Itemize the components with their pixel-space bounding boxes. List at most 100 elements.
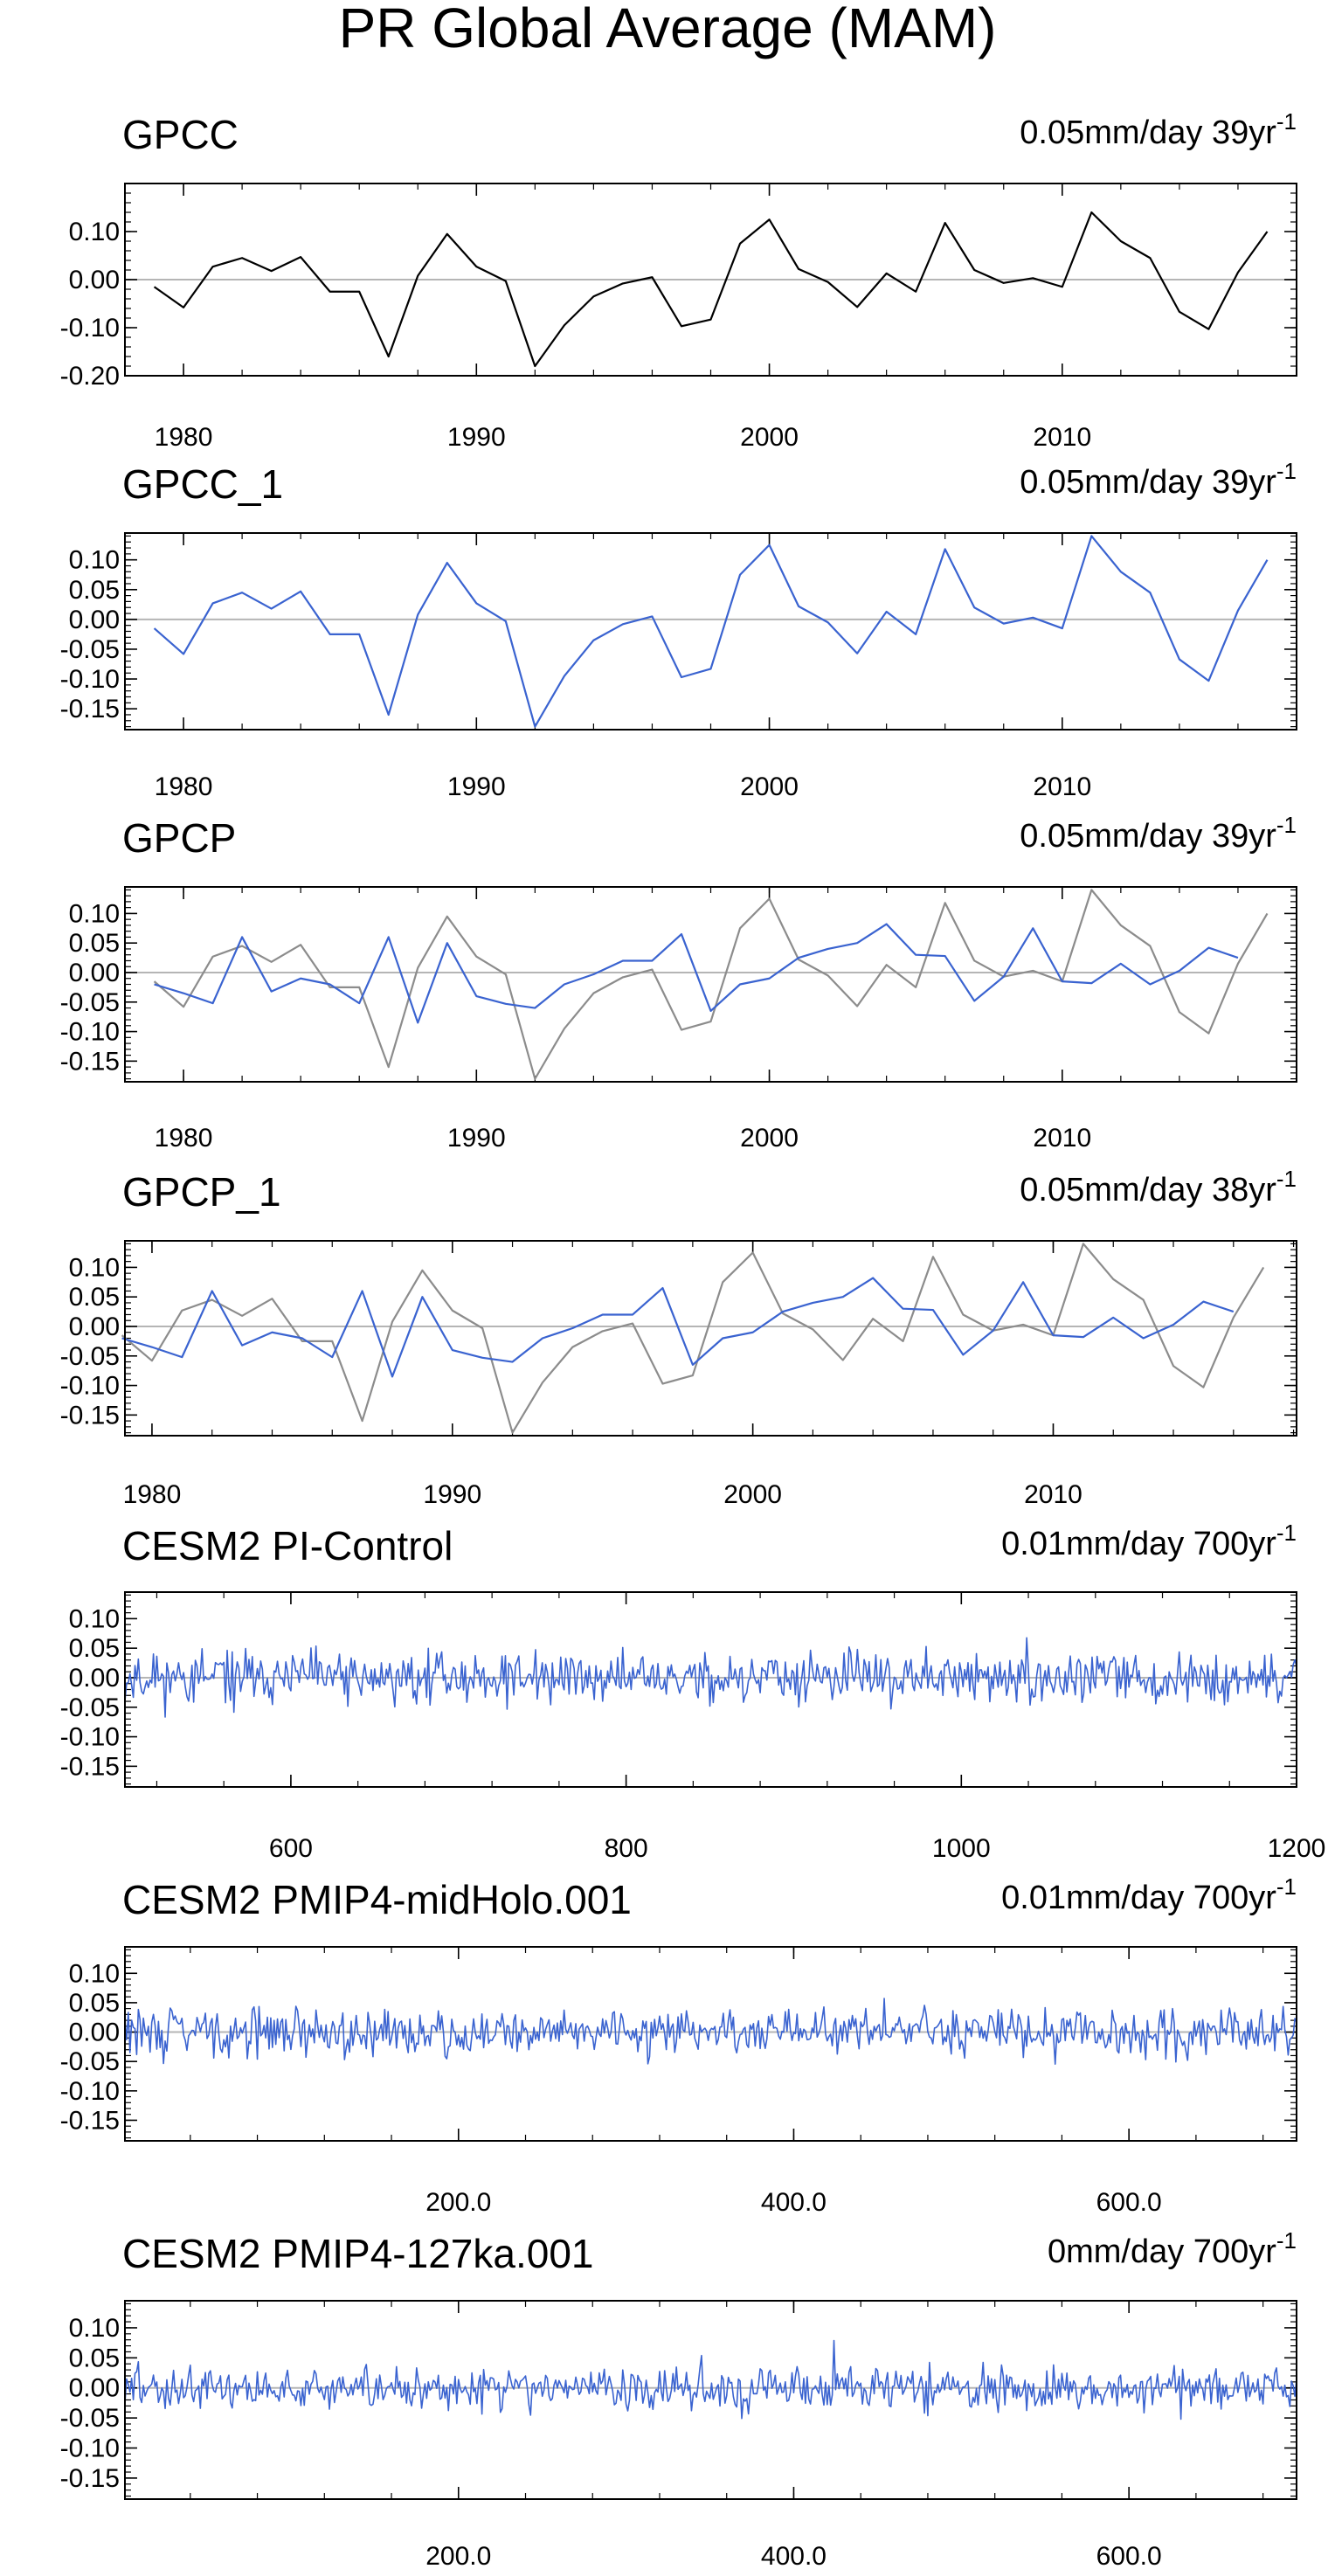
x-tick-label: 2010: [1033, 423, 1091, 452]
chart-panel: GPCP_1 0.05mm/day 38yr-1-0.15-0.10-0.050.…: [60, 1166, 1297, 1509]
plot-frame: [124, 1240, 1297, 1437]
y-tick-label: 0.00: [69, 2374, 120, 2403]
y-tick-label: 0.00: [69, 2019, 120, 2047]
y-tick-label: -0.05: [60, 635, 120, 664]
chart-panel: CESM2 PMIP4-midHolo.001 0.01mm/day 700yr-…: [60, 1873, 1297, 2217]
trend-label: 0.05mm/day 39yr-1: [1020, 108, 1297, 151]
y-tick-label: -0.15: [60, 695, 120, 724]
y-tick-label: 0.10: [69, 1604, 120, 1633]
x-tick-label: 1990: [447, 423, 506, 452]
chart-panel: CESM2 PMIP4-127ka.001 0mm/day 700yr-1 -0.1…: [60, 2227, 1297, 2571]
x-tick-label: 1980: [155, 1124, 213, 1153]
y-tick-label: -0.15: [60, 1752, 120, 1781]
plot-frame: [124, 183, 1297, 377]
series-line-model: [124, 1637, 1297, 1718]
x-tick-label: 2000: [740, 772, 799, 801]
y-tick-label: 0.00: [69, 1312, 120, 1341]
y-tick-label: -0.10: [60, 2077, 120, 2106]
panel-title: GPCC: [122, 112, 239, 157]
x-tick-label: 2010: [1033, 772, 1091, 801]
figure-title: PR Global Average (MAM): [339, 0, 997, 59]
trend-label: 0.05mm/day 38yr-1: [1020, 1166, 1297, 1208]
x-tick-label: 200.0: [425, 2542, 491, 2571]
y-tick-label: 0.10: [69, 1959, 120, 1988]
y-tick-label: 0.05: [69, 1634, 120, 1663]
x-tick-label: 1000: [932, 1834, 991, 1863]
y-tick-label: 0.05: [69, 2344, 120, 2372]
chart-panel: GPCC 0.05mm/day 39yr-1 -0.20 -0.10 0.00 0.10 1…: [60, 108, 1297, 452]
y-tick-label: -0.20: [60, 362, 120, 391]
y-tick-label: 0.10: [69, 2314, 120, 2343]
series-line-model: [124, 1998, 1297, 2065]
y-tick-label: 0.05: [69, 1989, 120, 2018]
y-tick-label: -0.10: [60, 1018, 120, 1047]
y-tick-label: 0.05: [69, 576, 120, 605]
y-tick-label: -0.10: [60, 2434, 120, 2463]
trend-label: 0.01mm/day 700yr-1: [1001, 1873, 1297, 1916]
panels: GPCC 0.05mm/day 39yr-1 -0.20 -0.10 0.00 0.10 1…: [60, 108, 1326, 2571]
trend-label: 0.01mm/day 700yr-1: [1001, 1520, 1297, 1562]
y-tick-label: 0.10: [69, 546, 120, 575]
trend-label: 0.05mm/day 39yr-1: [1020, 458, 1297, 501]
series-line-reference: [153, 889, 1269, 1080]
chart-panel: CESM2 PI-Control 0.01mm/day 700yr-1-0.15-…: [60, 1520, 1326, 1863]
panel-title: GPCP: [122, 815, 236, 861]
y-tick-label: 0.10: [69, 899, 120, 928]
panel-title: GPCP_1: [122, 1169, 281, 1215]
y-tick-label: -0.05: [60, 988, 120, 1017]
plot-frame: [124, 1946, 1297, 2142]
x-tick-label: 400.0: [761, 2188, 827, 2217]
y-tick-label: -0.10: [60, 1372, 120, 1401]
y-tick-label: 0.00: [69, 959, 120, 987]
x-tick-label: 200.0: [425, 2188, 491, 2217]
series-line-model: [153, 535, 1269, 728]
chart-panel: GPCP 0.05mm/day 39yr-1 -0.15-0.10-0.050.00…: [60, 812, 1297, 1153]
x-tick-label: 1990: [423, 1480, 481, 1509]
y-tick-label: 0.00: [69, 1664, 120, 1693]
y-tick-label: -0.10: [60, 1723, 120, 1752]
panel-title: GPCC_1: [122, 461, 283, 507]
y-tick-label: -0.15: [60, 2106, 120, 2135]
y-tick-label: -0.05: [60, 1342, 120, 1371]
y-tick-label: -0.10: [60, 314, 120, 343]
x-tick-label: 1980: [123, 1480, 182, 1509]
x-tick-label: 600.0: [1096, 2542, 1162, 2571]
trend-label: 0.05mm/day 39yr-1: [1020, 812, 1297, 855]
y-tick-label: -0.15: [60, 1047, 120, 1076]
x-tick-label: 2010: [1024, 1480, 1083, 1509]
x-tick-label: 600: [269, 1834, 313, 1863]
y-tick-label: -0.15: [60, 2464, 120, 2493]
x-tick-label: 1980: [155, 772, 213, 801]
chart-panel: GPCC_1 0.05mm/day 39yr-1-0.15-0.10-0.050.…: [60, 458, 1297, 801]
series-line-model: [121, 1277, 1235, 1378]
y-tick-label: 0.05: [69, 1283, 120, 1312]
x-tick-label: 600.0: [1096, 2188, 1162, 2217]
x-tick-label: 1200: [1268, 1834, 1326, 1863]
x-tick-label: 1990: [447, 772, 506, 801]
x-tick-label: 2000: [723, 1480, 782, 1509]
series-line-model: [124, 2339, 1297, 2420]
y-tick-label: -0.10: [60, 665, 120, 694]
plot-frame: [124, 886, 1297, 1083]
x-tick-label: 400.0: [761, 2542, 827, 2571]
series-line-reference: [121, 1243, 1265, 1434]
panel-title: CESM2 PMIP4-127ka.001: [122, 2231, 594, 2276]
trend-label: 0mm/day 700yr-1: [1048, 2227, 1297, 2270]
panel-title: CESM2 PMIP4-midHolo.001: [122, 1877, 632, 1922]
series-line-model: [154, 923, 1239, 1024]
y-tick-label: 0.05: [69, 929, 120, 958]
x-tick-label: 800: [605, 1834, 648, 1863]
x-tick-label: 1990: [447, 1124, 506, 1153]
y-tick-label: 0.10: [69, 1253, 120, 1282]
y-tick-label: -0.05: [60, 1693, 120, 1722]
y-tick-label: -0.05: [60, 2047, 120, 2076]
y-tick-label: 0.00: [69, 266, 120, 294]
panel-title: CESM2 PI-Control: [122, 1523, 453, 1568]
plot-frame: [124, 1591, 1297, 1788]
y-tick-label: -0.05: [60, 2404, 120, 2433]
plot-frame: [124, 532, 1297, 731]
y-tick-label: 0.10: [69, 218, 120, 246]
x-tick-label: 2000: [740, 423, 799, 452]
y-tick-label: 0.00: [69, 606, 120, 634]
